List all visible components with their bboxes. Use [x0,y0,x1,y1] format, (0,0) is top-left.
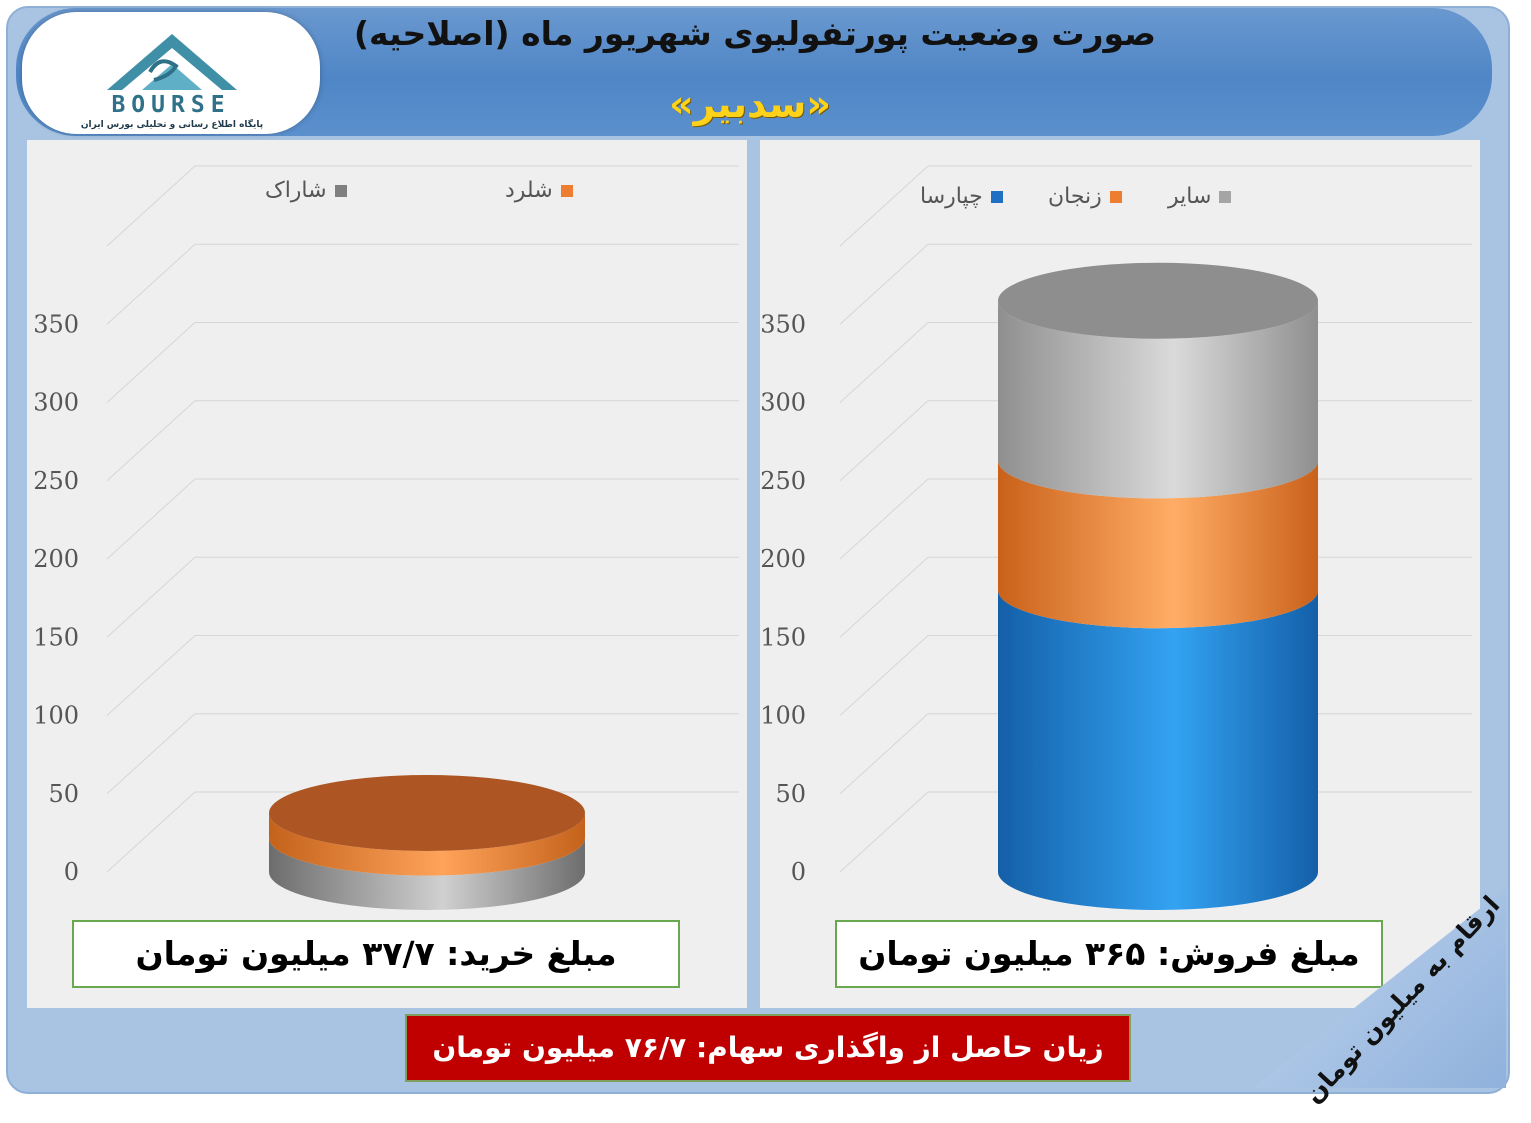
y-tick-label: 300 [760,389,806,417]
gridline-diagonal [839,400,929,482]
gridline-diagonal [839,478,929,560]
legend-label: شلرد [505,178,553,203]
y-tick-label: 50 [48,780,79,808]
y-tick-label: 150 [33,623,79,651]
y-tick-label: 250 [33,467,79,495]
gridline-diagonal [839,556,929,638]
logo-wordmark: BOURSE [111,92,231,118]
bourse-logo: BOURSE پایگاه اطلاع رسانی و تحلیلی بورس … [22,12,320,134]
legend-item-zanjan: زنجان [1048,184,1122,209]
cylinder-top [998,262,1318,339]
y-tick-label: 100 [760,702,806,730]
gridline-diagonal [106,243,196,325]
sell-chart-panel: 0 50 100 150 200 250 300 350 چپارسا زنجان سایر [760,140,1480,1008]
gridline-diagonal [839,165,929,247]
cylinder-top [269,774,585,851]
logo-mark-icon [107,34,237,90]
gridline-diagonal [839,635,929,716]
company-name: «سدبیر» [669,82,831,126]
cylinder-segment-1 [269,837,586,910]
legend-label: چپارسا [920,184,983,209]
gridline-diagonal [106,322,196,403]
legend-label: سایر [1168,184,1212,209]
y-tick-label: 200 [760,545,806,573]
sell-chart: 0 50 100 150 200 250 300 350 [760,165,1472,910]
y-tick-label: 250 [760,467,806,495]
y-tick-label: 100 [33,702,79,730]
logo-tagline: پایگاه اطلاع رسانی و تحلیلی بورس ایران [80,120,264,130]
y-tick-label: 50 [775,780,806,808]
buy-amount-box: مبلغ خرید: ۳۷/۷ میلیون تومان [72,920,680,988]
legend-label: شاراک [265,178,327,203]
buy-chart-panel: 0 50 100 150 200 250 300 350 شاراک شلرد [27,140,747,1008]
y-tick-label: 300 [33,389,79,417]
gridline-diagonal [106,478,196,560]
legend-swatch-gray [334,185,347,197]
sell-amount-box: مبلغ فروش: ۳۶۵ میلیون تومان [835,920,1383,988]
legend-label: زنجان [1048,184,1102,209]
gridline-diagonal [839,713,929,795]
legend-swatch-orange [1109,191,1122,203]
legend-swatch-blue [990,191,1003,203]
legend-item-shlerd: شلرد [505,178,573,203]
gridline-diagonal [106,400,196,482]
gridline-diagonal [106,635,196,716]
cylinder-segment-2 [269,812,586,876]
gridline-diagonal [839,243,929,325]
legend-item-sayer: سایر [1168,184,1232,209]
gridline-diagonal [106,791,196,873]
cylinder-segment-1 [998,590,1318,910]
gridline-diagonal [106,556,196,638]
loss-box: زیان حاصل از واگذاری سهام: ۷۶/۷ میلیون ت… [405,1014,1131,1082]
y-tick-label: 0 [791,858,806,886]
y-tick-label: 150 [760,623,806,651]
gridline-diagonal [839,322,929,403]
y-tick-label: 0 [64,858,79,886]
gridline-diagonal [839,791,929,873]
legend-item-sharak: شاراک [265,178,347,203]
y-tick-label: 200 [33,545,79,573]
buy-chart: 0 50 100 150 200 250 300 350 [33,165,739,910]
cylinder-segment-3 [998,300,1318,499]
cylinder-segment-2 [998,460,1318,629]
legend-swatch-gray [1219,191,1232,203]
page-title: صورت وضعیت پورتفولیوی شهریور ماه (اصلاحی… [353,14,1157,53]
y-tick-label: 350 [33,310,79,338]
legend-swatch-orange [560,185,573,197]
y-tick-label: 350 [760,310,806,338]
gridline-diagonal [106,165,196,247]
gridline-diagonal [106,713,196,795]
legend-item-chparsa: چپارسا [920,184,1003,209]
